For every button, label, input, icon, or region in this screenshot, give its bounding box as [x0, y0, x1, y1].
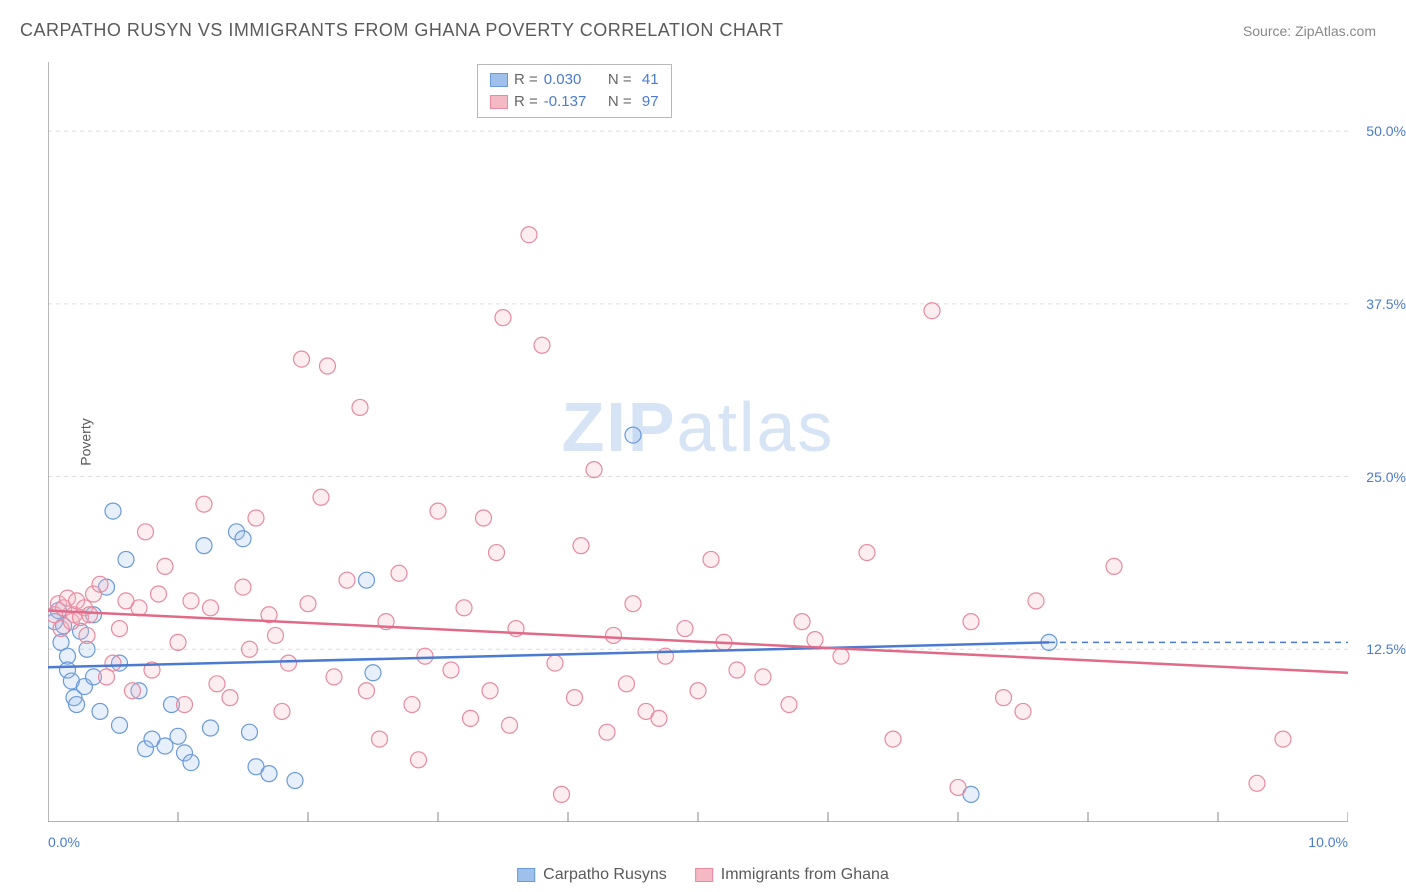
legend-label: Immigrants from Ghana	[721, 866, 889, 884]
y-tick-label: 25.0%	[1366, 469, 1406, 485]
y-tick-label: 50.0%	[1366, 123, 1406, 139]
chart-container: Poverty ZIPatlas R = 0.030 N = 41R = -0.…	[48, 62, 1348, 822]
series-swatch	[490, 73, 508, 87]
legend-item: Carpatho Rusyns	[517, 866, 667, 884]
source-attribution: Source: ZipAtlas.com	[1243, 23, 1376, 39]
y-tick-label: 12.5%	[1366, 641, 1406, 657]
stats-row: R = 0.030 N = 41	[490, 69, 659, 91]
legend-label: Carpatho Rusyns	[543, 866, 667, 884]
stats-row: R = -0.137 N = 97	[490, 91, 659, 113]
legend-swatch	[695, 868, 713, 882]
y-tick-label: 37.5%	[1366, 296, 1406, 312]
legend-item: Immigrants from Ghana	[695, 866, 889, 884]
x-tick-label: 0.0%	[48, 834, 80, 850]
series-swatch	[490, 95, 508, 109]
legend-swatch	[517, 868, 535, 882]
bottom-legend: Carpatho Rusyns Immigrants from Ghana	[517, 866, 889, 884]
x-tick-label: 10.0%	[1308, 834, 1348, 850]
correlation-stats-box: R = 0.030 N = 41R = -0.137 N = 97	[477, 64, 672, 118]
scatter-plot	[48, 62, 1348, 822]
chart-title: CARPATHO RUSYN VS IMMIGRANTS FROM GHANA …	[20, 20, 784, 41]
